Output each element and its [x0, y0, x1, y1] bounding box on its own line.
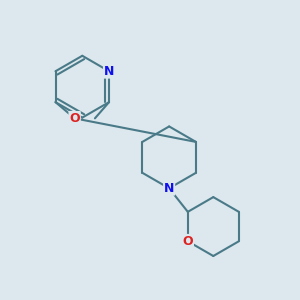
- Text: O: O: [69, 112, 80, 125]
- Text: N: N: [164, 182, 174, 195]
- Text: N: N: [104, 65, 114, 78]
- Text: O: O: [182, 235, 193, 248]
